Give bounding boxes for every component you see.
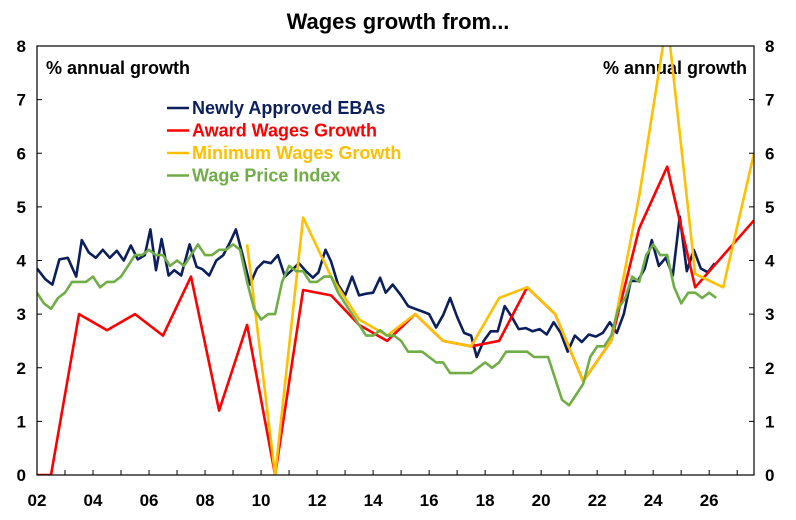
x-tick-label: 08 xyxy=(196,491,215,510)
series-line-1 xyxy=(37,165,754,475)
x-tick-label: 12 xyxy=(308,491,327,510)
x-tick-label: 26 xyxy=(700,491,719,510)
y-tick-label-left: 1 xyxy=(17,412,26,431)
x-tick-label: 02 xyxy=(28,491,47,510)
x-tick-label: 14 xyxy=(364,491,383,510)
y-tick-label-left: 2 xyxy=(17,359,26,378)
x-tick-label: 16 xyxy=(420,491,439,510)
y-tick-label-left: 7 xyxy=(17,91,26,110)
right-unit-label: % annual growth xyxy=(603,58,747,78)
x-tick-label: 10 xyxy=(252,491,271,510)
series-line-0 xyxy=(37,215,716,359)
chart-title: Wages growth from... xyxy=(287,9,510,34)
axes: 0 01 12 23 34 45 56 67 78 802 04 06 08 10 12 14 16 18 20 22… xyxy=(17,37,775,510)
y-tick-label-left: 3 xyxy=(17,305,26,324)
legend-label-0: Newly Approved EBAs xyxy=(192,98,385,118)
y-tick-label-left: 5 xyxy=(17,198,26,217)
y-tick-label-left: 8 xyxy=(17,37,26,56)
y-tick-label-left: 4 xyxy=(17,252,27,271)
legend-label-2: Minimum Wages Growth xyxy=(192,143,401,163)
left-unit-label: % annual growth xyxy=(46,58,190,78)
y-tick-label-right: 7 xyxy=(765,91,774,110)
y-tick-label-right: 2 xyxy=(765,359,774,378)
y-tick-label-right: 0 xyxy=(765,466,774,485)
x-tick-label: 24 xyxy=(644,491,663,510)
y-tick-label-left: 0 xyxy=(17,466,26,485)
plot-lines xyxy=(37,46,754,475)
legend: Newly Approved EBAs Award Wages GrowthMin… xyxy=(167,98,401,186)
y-tick-label-right: 4 xyxy=(765,252,775,271)
x-tick-label: 04 xyxy=(84,491,103,510)
series-line-3 xyxy=(37,243,717,407)
x-tick-label: 20 xyxy=(532,491,551,510)
x-tick-label: 06 xyxy=(140,491,159,510)
y-tick-label-right: 5 xyxy=(765,198,774,217)
legend-label-3: Wage Price Index xyxy=(192,166,340,186)
y-tick-label-right: 6 xyxy=(765,144,774,163)
x-tick-label: 18 xyxy=(476,491,495,510)
series-line-2 xyxy=(245,46,754,475)
y-tick-label-right: 1 xyxy=(765,412,774,431)
y-tick-label-left: 6 xyxy=(17,144,26,163)
y-tick-label-right: 3 xyxy=(765,305,774,324)
x-tick-label: 22 xyxy=(588,491,607,510)
legend-label-1: Award Wages Growth xyxy=(192,121,377,141)
y-tick-label-right: 8 xyxy=(765,37,774,56)
